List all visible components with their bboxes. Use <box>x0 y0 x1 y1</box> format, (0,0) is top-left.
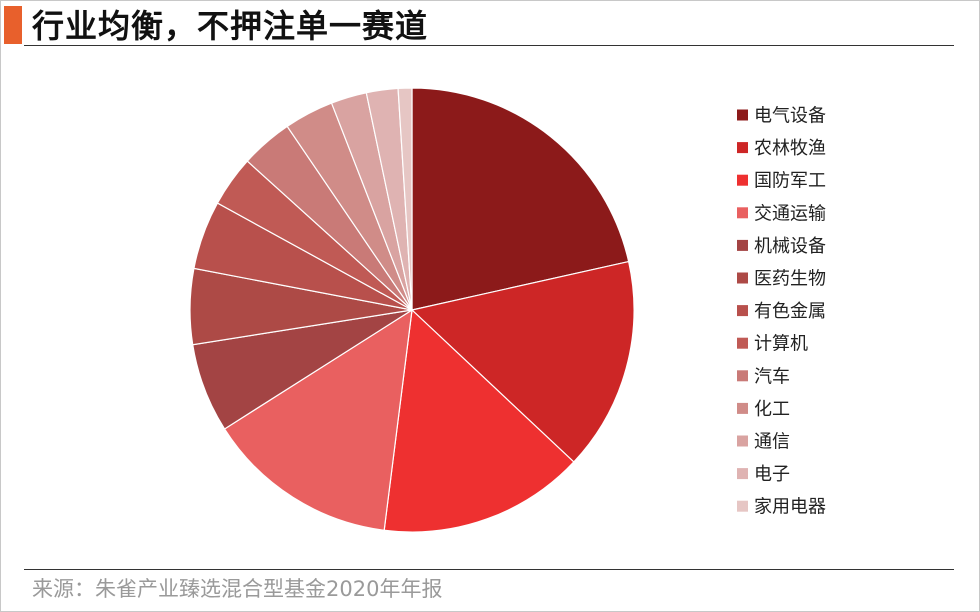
pie-slice-1 <box>411 87 630 311</box>
source-note: 来源：朱雀产业臻选混合型基金2020年年报 <box>32 577 443 601</box>
legend-label-12: 电子 <box>754 464 790 485</box>
legend-swatch-12 <box>737 468 748 480</box>
legend-swatch-4 <box>737 207 748 219</box>
legend-swatch-13 <box>737 500 748 512</box>
legend-label-7: 有色金属 <box>754 301 826 322</box>
legend-label-1: 电气设备 <box>754 106 826 127</box>
legend-label-11: 通信 <box>754 432 790 453</box>
legend-label-4: 交通运输 <box>754 203 826 224</box>
legend-label-5: 机械设备 <box>754 236 826 257</box>
legend-swatch-1 <box>737 109 748 121</box>
legend-label-2: 农林牧渔 <box>754 138 826 159</box>
legend-label-13: 家用电器 <box>754 497 826 518</box>
pie-slice-4 <box>223 308 413 531</box>
legend-swatch-9 <box>737 370 748 382</box>
legend-label-3: 国防军工 <box>754 171 826 192</box>
pie-slices <box>189 87 635 533</box>
pie-chart: 电气设备农林牧渔国防军工交通运输机械设备医药生物有色金属计算机汽车化工通信电子家… <box>189 87 826 533</box>
legend-swatch-11 <box>737 435 748 447</box>
pie-slice-3 <box>383 308 575 533</box>
pie-slice-13 <box>397 87 413 311</box>
pie-slice-2 <box>410 260 635 463</box>
title-accent-bar <box>4 6 22 44</box>
legend-label-10: 化工 <box>754 399 790 420</box>
legend-swatch-2 <box>737 142 748 154</box>
page-title: 行业均衡，不押注单一赛道 <box>32 7 429 45</box>
legend-swatch-8 <box>737 337 748 349</box>
footer-divider <box>24 569 954 570</box>
legend-label-9: 汽车 <box>754 366 790 387</box>
legend-label-8: 计算机 <box>754 334 808 355</box>
legend-swatch-7 <box>737 305 748 317</box>
legend-swatch-5 <box>737 239 748 251</box>
title-divider <box>24 45 954 46</box>
legend-label-6: 医药生物 <box>754 269 826 290</box>
legend-swatch-3 <box>737 174 748 186</box>
legend-swatch-10 <box>737 402 748 414</box>
legend-swatch-6 <box>737 272 748 284</box>
legend: 电气设备农林牧渔国防军工交通运输机械设备医药生物有色金属计算机汽车化工通信电子家… <box>737 106 826 518</box>
